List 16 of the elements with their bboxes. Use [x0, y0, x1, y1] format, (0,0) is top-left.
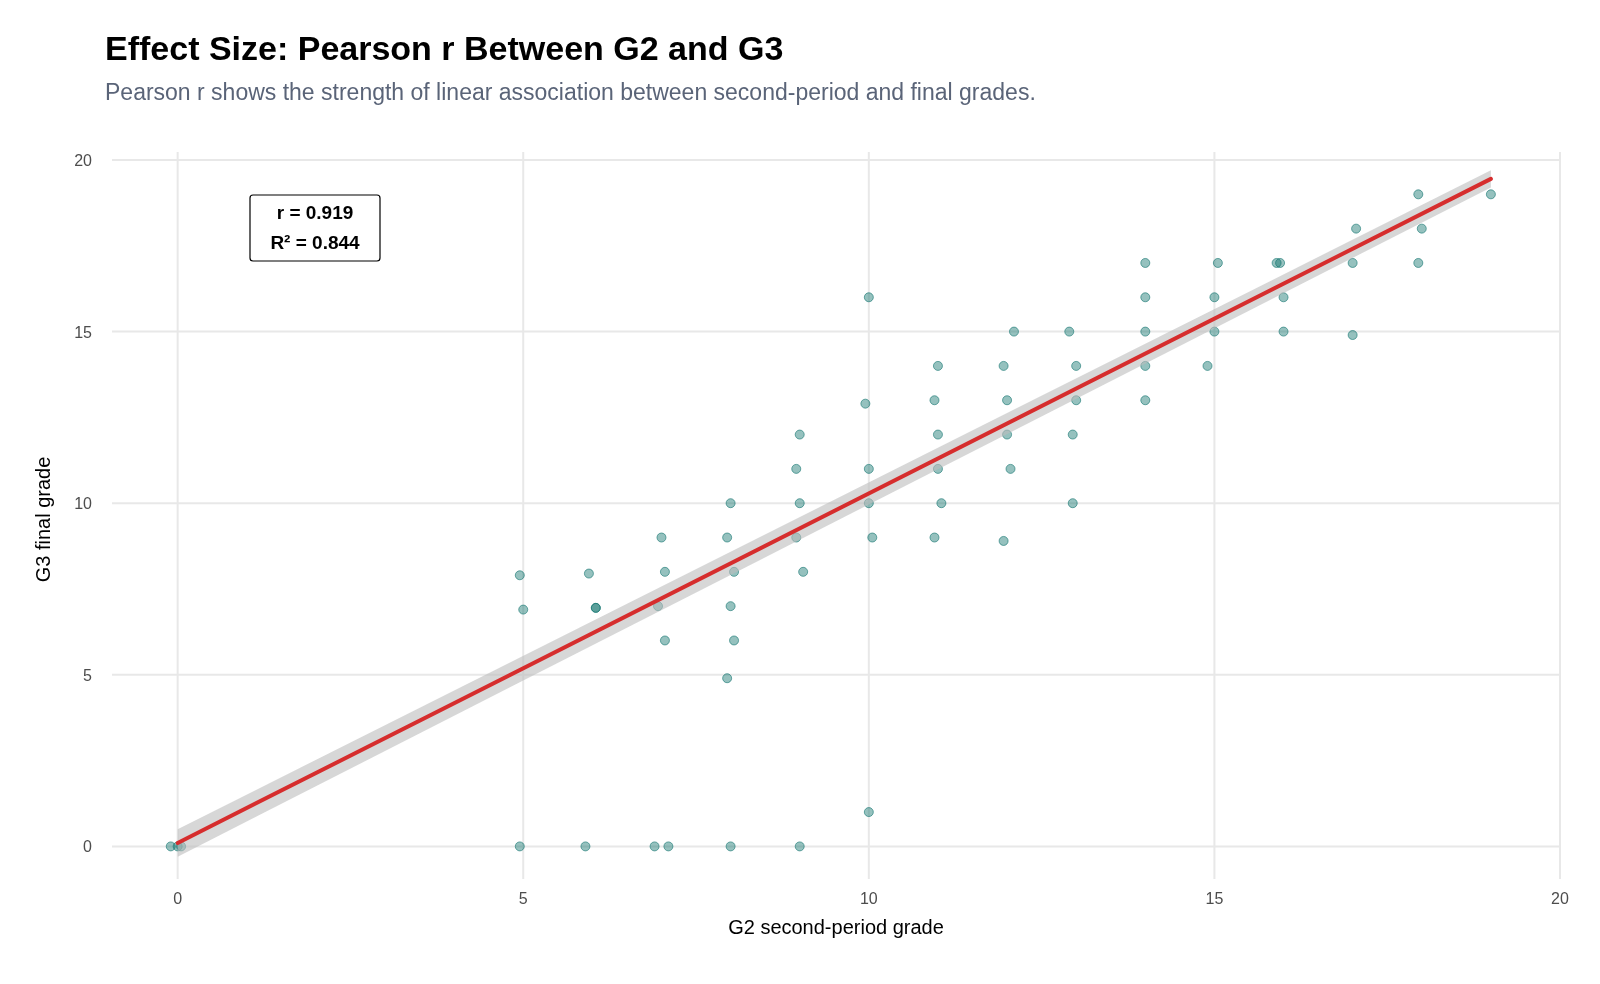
x-tick-label: 5 [518, 890, 528, 907]
annotation: r = 0.919 [276, 202, 354, 223]
y-tick-label: 20 [74, 152, 93, 169]
chart-subtitle: Pearson r shows the strength of linear association between second-period and final grades. [105, 79, 1036, 105]
x-axis-title: G2 second-period grade [728, 916, 944, 938]
x-tick-label: 20 [1551, 890, 1569, 907]
y-tick-label: 15 [74, 323, 93, 341]
y-tick-label: 0 [83, 838, 93, 856]
x-tick-label: 15 [1205, 890, 1224, 907]
chart-title: Effect Size: Pearson r Between G2 and G3 [105, 29, 784, 67]
y-tick-label: 10 [74, 495, 93, 513]
annotation: R² = 0.844 [270, 232, 361, 253]
x-tick-label: 0 [173, 890, 183, 907]
y-axis-title: G3 final grade [32, 456, 54, 583]
x-tick-label: 10 [859, 890, 878, 907]
y-tick-label: 5 [83, 666, 93, 684]
